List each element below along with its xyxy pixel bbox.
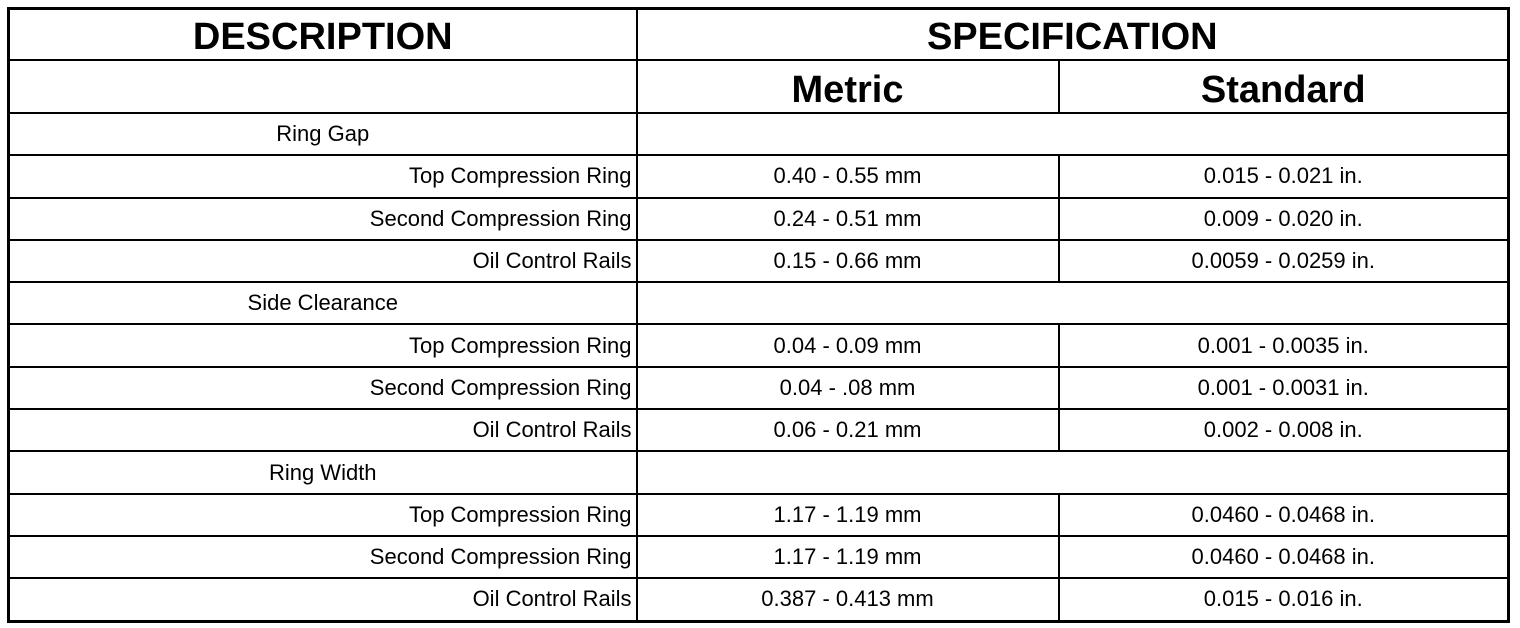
section-title: Ring Width <box>7 450 638 495</box>
standard-value: 0.009 - 0.020 in. <box>1057 196 1510 241</box>
metric-value: 1.17 - 1.19 mm <box>635 534 1060 580</box>
section-title: Side Clearance <box>7 281 638 326</box>
metric-header: Metric <box>635 59 1060 114</box>
item-name: Oil Control Rails <box>7 408 638 453</box>
standard-value: 0.0460 - 0.0468 in. <box>1057 534 1510 580</box>
standard-header: Standard <box>1057 59 1510 114</box>
metric-value: 1.17 - 1.19 mm <box>635 492 1060 537</box>
standard-value: 0.0460 - 0.0468 in. <box>1057 492 1510 537</box>
standard-value: 0.015 - 0.021 in. <box>1057 154 1510 199</box>
empty-cell <box>7 59 638 114</box>
item-name: Second Compression Ring <box>7 534 638 580</box>
spec-row: Second Compression Ring 1.17 - 1.19 mm 0.0… <box>7 534 1510 580</box>
spec-row: Top Compression Ring 0.40 - 0.55 mm 0.015 … <box>7 154 1510 199</box>
spec-row: Top Compression Ring 0.04 - 0.09 mm 0.001 … <box>7 323 1510 368</box>
description-header: DESCRIPTION <box>7 7 638 61</box>
spec-row: Oil Control Rails 0.387 - 0.413 mm 0.015 -… <box>7 577 1510 623</box>
spec-table: DESCRIPTION SPECIFICATION Metric Standar… <box>7 7 1511 623</box>
item-name: Second Compression Ring <box>7 365 638 411</box>
item-name: Top Compression Ring <box>7 492 638 537</box>
spec-row: Second Compression Ring 0.24 - 0.51 mm 0.0… <box>7 196 1510 241</box>
metric-value: 0.387 - 0.413 mm <box>635 577 1060 623</box>
subheader-row: Metric Standard <box>7 59 1510 114</box>
item-name: Top Compression Ring <box>7 154 638 199</box>
metric-value: 0.15 - 0.66 mm <box>635 238 1060 284</box>
metric-value: 0.40 - 0.55 mm <box>635 154 1060 199</box>
item-name: Second Compression Ring <box>7 196 638 241</box>
standard-value: 0.001 - 0.0031 in. <box>1057 365 1510 411</box>
spec-row: Oil Control Rails 0.06 - 0.21 mm 0.002 - 0… <box>7 408 1510 453</box>
spec-row: Second Compression Ring 0.04 - .08 mm 0.00… <box>7 365 1510 411</box>
metric-value: 0.06 - 0.21 mm <box>635 408 1060 453</box>
item-name: Top Compression Ring <box>7 323 638 368</box>
item-name: Oil Control Rails <box>7 577 638 623</box>
standard-value: 0.015 - 0.016 in. <box>1057 577 1510 623</box>
item-name: Oil Control Rails <box>7 238 638 284</box>
section-spec-cell <box>635 450 1510 495</box>
spec-row: Oil Control Rails 0.15 - 0.66 mm 0.0059 - … <box>7 238 1510 284</box>
section-title: Ring Gap <box>7 111 638 157</box>
standard-value: 0.002 - 0.008 in. <box>1057 408 1510 453</box>
metric-value: 0.04 - .08 mm <box>635 365 1060 411</box>
spec-row: Top Compression Ring 1.17 - 1.19 mm 0.0460… <box>7 492 1510 537</box>
table-body: DESCRIPTION SPECIFICATION Metric Standar… <box>7 7 1510 623</box>
section-spec-cell <box>635 111 1510 157</box>
metric-value: 0.24 - 0.51 mm <box>635 196 1060 241</box>
header-row: DESCRIPTION SPECIFICATION <box>7 7 1510 61</box>
section-row: Ring Width <box>7 450 1510 495</box>
standard-value: 0.0059 - 0.0259 in. <box>1057 238 1510 284</box>
metric-value: 0.04 - 0.09 mm <box>635 323 1060 368</box>
specification-header: SPECIFICATION <box>635 7 1510 61</box>
section-row: Ring Gap <box>7 111 1510 157</box>
section-spec-cell <box>635 281 1510 326</box>
section-row: Side Clearance <box>7 281 1510 326</box>
standard-value: 0.001 - 0.0035 in. <box>1057 323 1510 368</box>
